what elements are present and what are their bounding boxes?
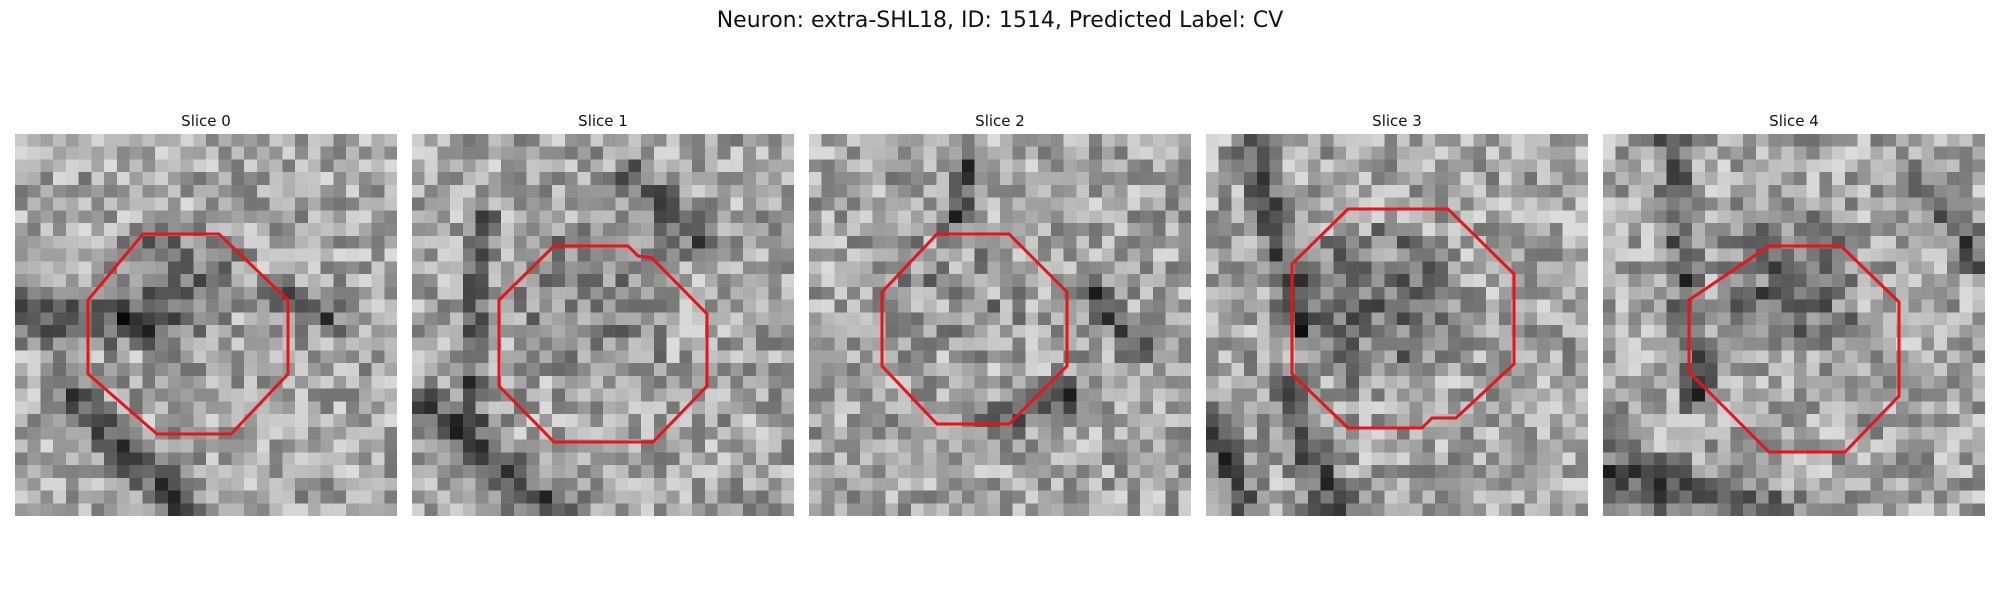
- figure-title: Neuron: extra-SHL18, ID: 1514, Predicted…: [716, 8, 1284, 33]
- neuron-contour: [1290, 207, 1516, 430]
- slice-panel-3: Slice 3: [1206, 108, 1588, 516]
- slice-title: Slice 0: [181, 112, 231, 130]
- slice-title: Slice 1: [578, 112, 628, 130]
- neuron-contour: [880, 232, 1069, 426]
- grayscale-patch: [412, 134, 794, 516]
- slice-title: Slice 2: [975, 112, 1025, 130]
- slice-image: [1206, 134, 1588, 516]
- slice-title: Slice 4: [1769, 112, 1819, 130]
- slice-panel-2: Slice 2: [809, 108, 1191, 516]
- neuron-contour: [497, 244, 709, 444]
- grayscale-patch: [809, 134, 1191, 516]
- grayscale-patch: [15, 134, 397, 516]
- contour-overlay: [1687, 244, 1901, 454]
- contour-overlay: [86, 232, 290, 436]
- contour-overlay: [1290, 207, 1516, 430]
- slice-panel-0: Slice 0: [15, 108, 397, 516]
- slice-panel-4: Slice 4: [1603, 108, 1985, 516]
- slice-title: Slice 3: [1372, 112, 1422, 130]
- slice-image: [15, 134, 397, 516]
- contour-overlay: [497, 244, 709, 444]
- slice-image: [412, 134, 794, 516]
- neuron-contour: [1687, 244, 1901, 454]
- slice-image: [809, 134, 1191, 516]
- slice-image: [1603, 134, 1985, 516]
- contour-overlay: [880, 232, 1069, 426]
- slice-panel-1: Slice 1: [412, 108, 794, 516]
- neuron-contour: [86, 232, 290, 436]
- grayscale-patch: [1206, 134, 1588, 516]
